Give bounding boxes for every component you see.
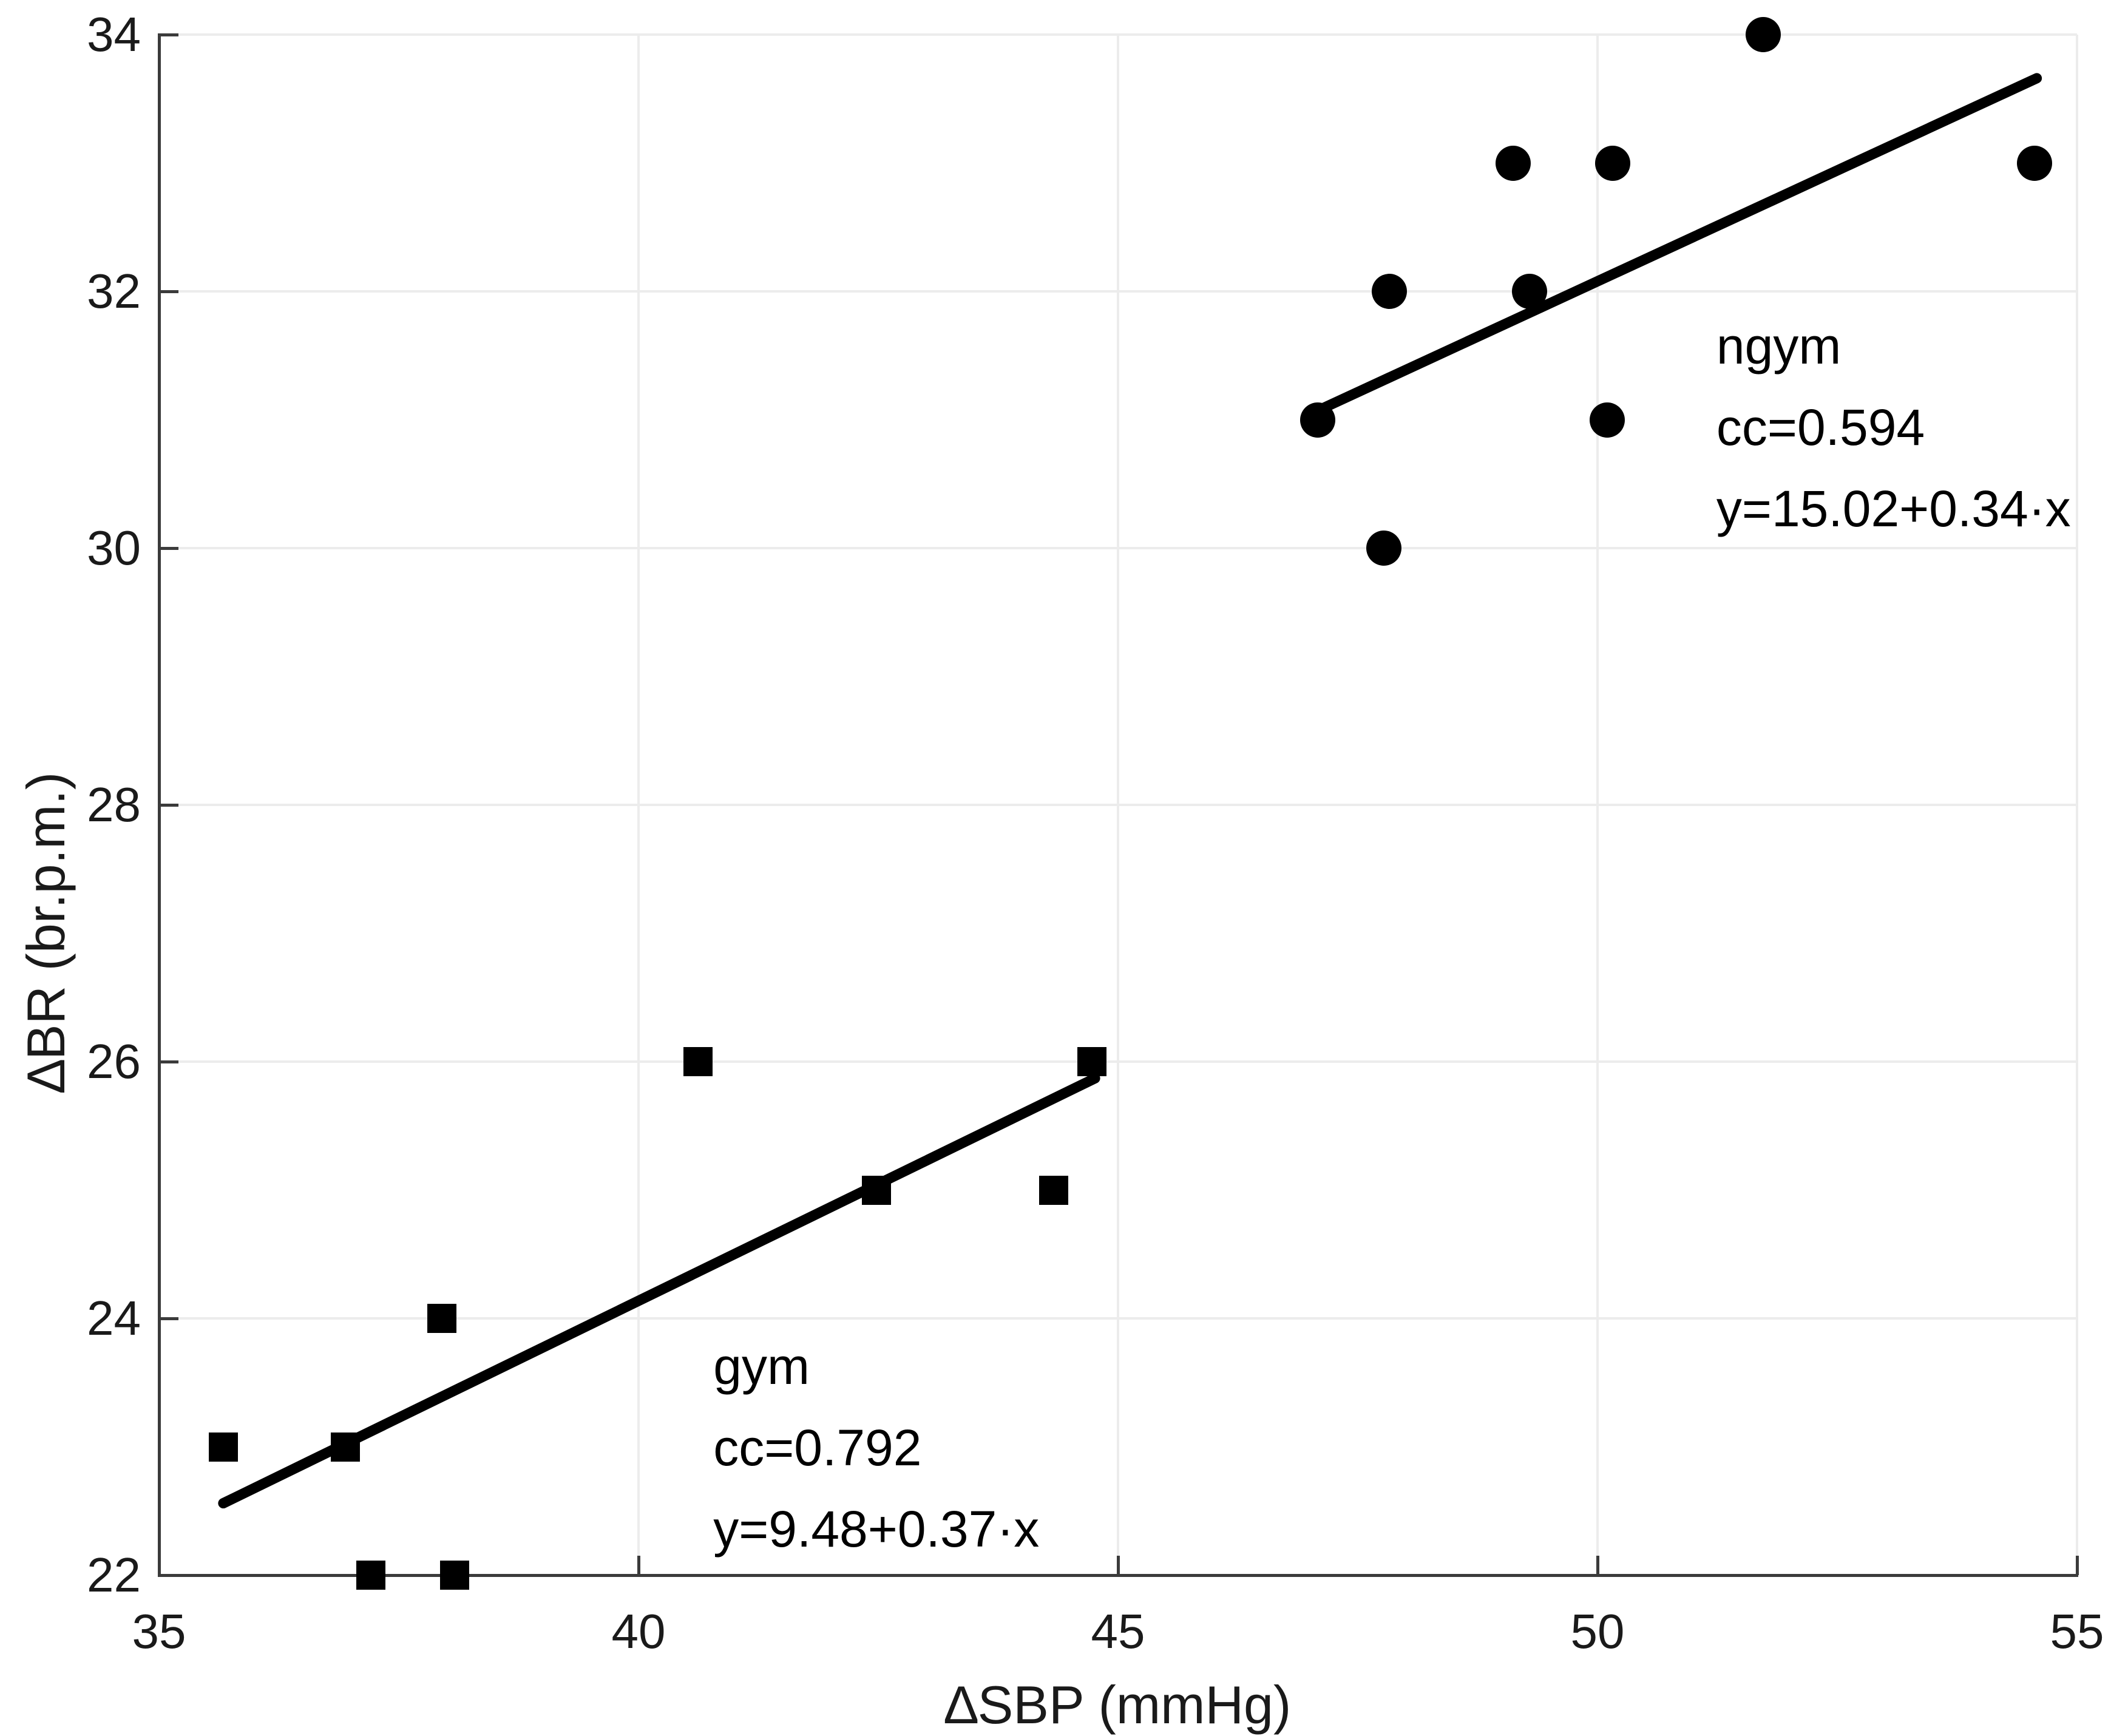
plot-area [158,17,2079,1590]
gym-annotation-line: cc=0.792 [713,1419,922,1476]
fit-lines-layer [218,73,2042,1509]
gym-point [439,1561,469,1590]
x-tick-mark [637,1556,640,1575]
gym-point [208,1432,238,1462]
gym-annotation-line: y=9.48+0.37·x [713,1500,1040,1558]
y-tick-mark [159,1060,178,1063]
gym-point [1039,1175,1069,1205]
y-tick-label: 22 [87,1548,141,1602]
y-tick-mark [159,804,178,807]
gym-point [356,1561,386,1590]
gym-point [427,1304,457,1333]
x-tick-mark [1117,1556,1120,1575]
y-tick-label: 32 [87,264,141,318]
ngym-point [1495,145,1531,181]
x-axis-title: ∆SBP (mmHg) [944,1675,1292,1735]
y-axis-title: ∆BR (br.p.m.) [16,771,76,1093]
x-tick-label: 40 [611,1604,666,1658]
ngym-annotation: ngym cc=0.594 y=15.02+0.34·x [1716,305,2071,549]
gym-point [1077,1047,1107,1076]
horizontal-gridline [159,290,2077,293]
horizontal-gridline [159,547,2077,549]
y-tick-mark [159,290,178,293]
x-axis-line [158,1574,2078,1577]
gym-point [861,1175,891,1205]
y-tick-label: 30 [87,521,141,575]
plot-border-right [2076,35,2078,1575]
x-tick-mark [1596,1556,1599,1575]
ngym-point [2017,145,2053,181]
x-tick-label: 45 [1091,1604,1145,1658]
plot-border-top [159,33,2077,36]
x-tick-label: 55 [2050,1604,2104,1658]
ngym-point [1511,274,1547,309]
x-tick-mark [2076,1556,2079,1575]
gym-annotation-line: gym [713,1337,810,1395]
y-tick-mark [159,1574,178,1577]
x-tick-label: 50 [1570,1604,1625,1658]
y-tick-label: 28 [87,778,141,832]
ngym-annotation-line: ngym [1716,317,1842,375]
x-tick-mark [158,1556,161,1575]
y-tick-mark [159,1317,178,1320]
horizontal-gridline [159,804,2077,806]
horizontal-gridline [159,1317,2077,1320]
ngym-annotation-line: y=15.02+0.34·x [1716,480,2071,538]
y-tick-label: 34 [87,7,141,61]
gym-annotation: gym cc=0.792 y=9.48+0.37·x [713,1326,1039,1570]
gym-fit-line [218,1073,1100,1509]
ngym-point [1372,274,1408,309]
ngym-point [1366,531,1401,566]
ngym-point [1299,402,1335,438]
ngym-fit-line [1312,73,2042,416]
horizontal-gridline [159,1060,2077,1063]
y-tick-mark [159,547,178,550]
ngym-point [1595,145,1631,181]
ngym-point [1746,17,1781,52]
gym-point [683,1047,713,1076]
y-tick-label: 26 [87,1034,141,1088]
ngym-annotation-line: cc=0.594 [1716,399,1925,456]
gym-point [330,1432,360,1462]
y-tick-label: 24 [87,1291,141,1345]
y-tick-mark [159,33,178,36]
ngym-point [1589,402,1625,438]
x-tick-label: 35 [132,1604,186,1658]
